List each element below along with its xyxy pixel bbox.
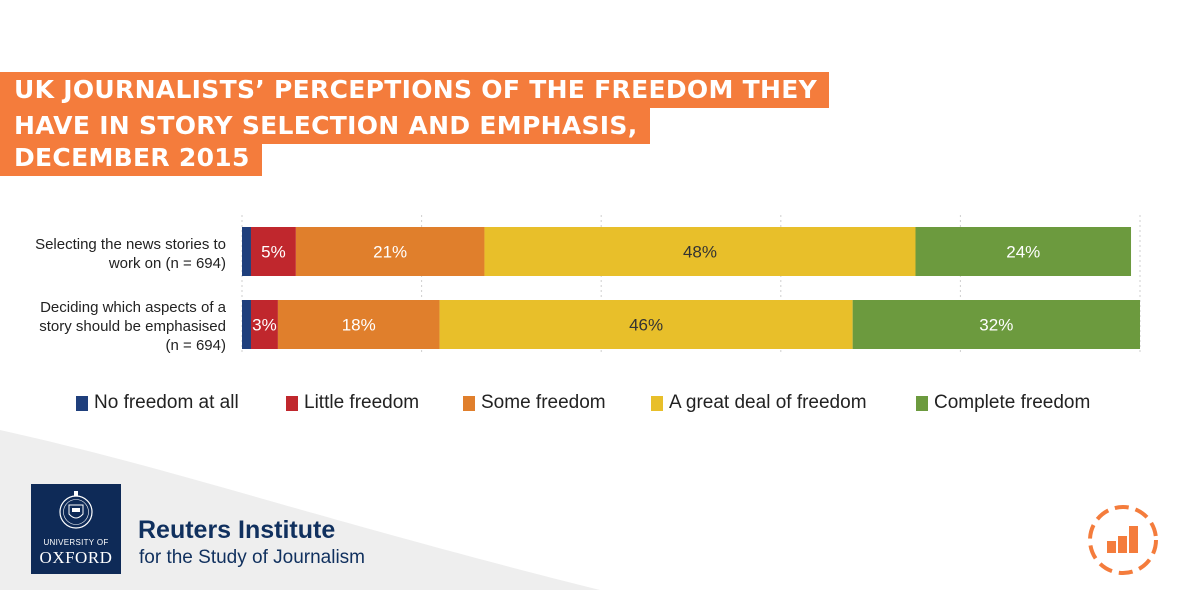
legend-item-little-freedom: Little freedom <box>286 391 419 415</box>
bar-segment <box>250 300 278 349</box>
data-label: 46% <box>629 316 663 335</box>
legend-item-some-freedom: Some freedom <box>463 391 606 415</box>
stacked-bar-chart: 5% 21% 48% 24% 3% 18% 46% 32% <box>241 215 1141 355</box>
bar-chart-badge-icon <box>1088 505 1158 575</box>
bar-segment <box>484 227 916 276</box>
data-labels: 5% 21% 48% 24% 3% 18% 46% 32% <box>252 243 1040 335</box>
bar-segment <box>915 227 1132 276</box>
data-label: 18% <box>342 316 376 335</box>
bar-segment <box>242 300 251 349</box>
bar-segment <box>277 300 440 349</box>
category-label-line: (n = 694) <box>165 337 226 354</box>
oxford-crest-icon <box>59 491 93 529</box>
bar-segment <box>242 227 251 276</box>
bar-segment <box>250 227 296 276</box>
legend-label-no-freedom: No freedom at all <box>94 392 239 413</box>
data-label: 24% <box>1006 243 1040 262</box>
legend-swatch-little-freedom <box>286 395 298 411</box>
legend-label-little-freedom: Little freedom <box>304 392 420 413</box>
bar-segment <box>852 300 1140 349</box>
category-label-deciding: Deciding which aspects of a story should … <box>0 298 226 355</box>
category-label-line: story should be emphasised <box>39 318 226 335</box>
legend-item-complete-freedom: Complete freedom <box>916 391 1090 415</box>
data-label: 3% <box>252 316 277 335</box>
bar-segment <box>295 227 485 276</box>
chart-title-line-2: HAVE IN STORY SELECTION AND EMPHASIS, <box>0 108 650 144</box>
legend-label-great-deal-freedom: A great deal of freedom <box>669 392 867 413</box>
legend-item-no-freedom: No freedom at all <box>76 391 239 415</box>
legend-item-great-deal-freedom: A great deal of freedom <box>651 391 867 415</box>
oxford-university-logo: UNIVERSITY OF OXFORD <box>31 484 121 574</box>
chart-title-line-1: UK JOURNALISTS’ PERCEPTIONS OF THE FREED… <box>0 72 830 108</box>
oxford-name-text: OXFORD <box>39 548 113 567</box>
category-label-line: work on (n = 694) <box>108 255 226 272</box>
legend-label-complete-freedom: Complete freedom <box>934 392 1091 413</box>
chart-title-line-3: DECEMBER 2015 <box>0 140 262 176</box>
legend-label-some-freedom: Some freedom <box>481 392 606 413</box>
category-label-line: Selecting the news stories to <box>35 236 226 253</box>
data-label: 48% <box>683 243 717 262</box>
bars <box>242 227 1140 349</box>
reuters-institute-subtitle: for the Study of Journalism <box>139 547 365 568</box>
legend-swatch-complete-freedom <box>916 395 928 411</box>
legend-swatch-great-deal-freedom <box>651 395 663 411</box>
reuters-institute-name: Reuters Institute <box>138 516 336 544</box>
data-label: 32% <box>979 316 1013 335</box>
category-label-line: Deciding which aspects of a <box>40 299 226 316</box>
data-label: 21% <box>373 243 407 262</box>
category-label-selecting: Selecting the news stories to work on (n … <box>0 235 226 273</box>
bar-segment <box>439 300 853 349</box>
legend-swatch-some-freedom <box>463 395 475 411</box>
legend-swatch-no-freedom <box>76 395 88 411</box>
data-label: 5% <box>261 243 286 262</box>
oxford-university-of-text: UNIVERSITY OF <box>43 538 109 547</box>
